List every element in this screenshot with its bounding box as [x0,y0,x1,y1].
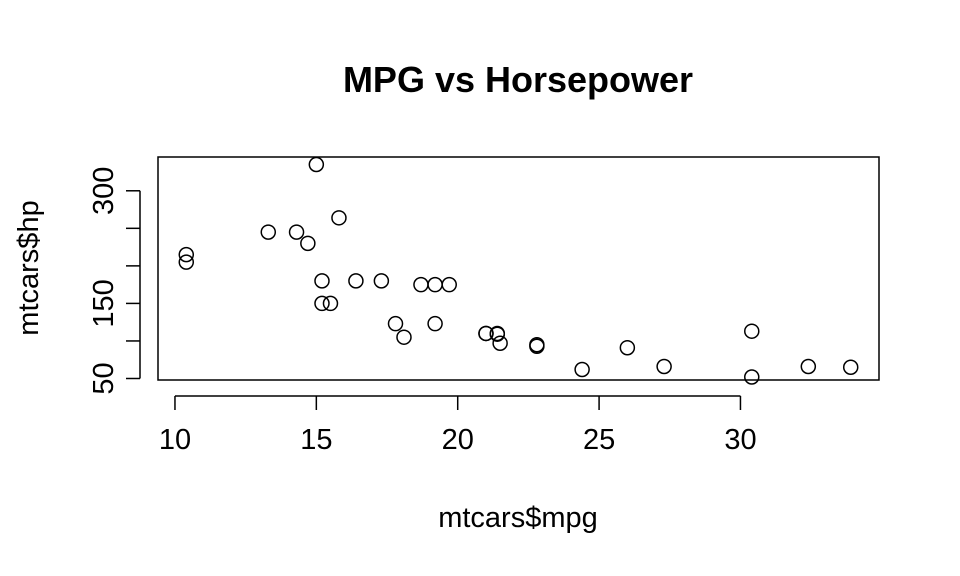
data-point [427,315,443,332]
data-point [260,224,277,240]
data-point [308,156,325,173]
data-point [489,326,506,342]
data-point [413,276,429,293]
y-tick-label: 300 [88,167,120,215]
data-point [373,273,390,289]
x-tick-label: 20 [442,424,474,456]
data-point [574,361,590,378]
data-point [842,359,859,375]
y-tick-label: 150 [88,279,120,327]
data-point [178,254,195,270]
data-point [656,358,672,375]
data-point [427,276,443,293]
x-tick-label: 15 [300,424,332,456]
data-point [619,339,636,356]
data-point [300,235,316,252]
x-tick-label: 30 [724,424,756,456]
data-points [178,156,859,385]
data-point [396,329,412,345]
data-point [322,295,339,312]
data-point [800,358,817,375]
x-axis-label: mtcars$mpg [438,502,598,534]
data-point [478,325,494,342]
data-point [314,295,330,312]
data-point [178,246,195,263]
data-point [529,336,545,353]
x-tick-label: 25 [583,424,615,456]
y-axis-ticks: 50 150 300 [88,167,140,395]
data-point [387,315,404,332]
x-axis-ticks: 10 15 20 25 30 [159,396,757,456]
data-point [492,335,508,351]
y-tick-label: 50 [88,362,120,394]
data-point [288,224,305,240]
x-tick-label: 10 [159,424,191,456]
chart-title: MPG vs Horsepower [343,59,693,100]
data-point [441,276,457,293]
y-axis-label: mtcars$hp [13,200,45,335]
data-point [744,323,760,339]
data-point [331,210,347,226]
data-point [314,273,330,289]
data-point [744,369,760,385]
data-point [348,273,364,289]
plot-area-frame [157,156,880,381]
